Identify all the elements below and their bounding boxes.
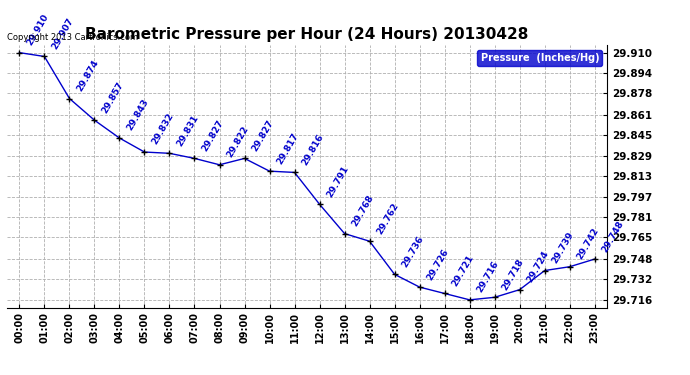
Text: Copyright 2013 Cartronics.com: Copyright 2013 Cartronics.com bbox=[7, 33, 138, 42]
Text: 29.739: 29.739 bbox=[550, 230, 575, 265]
Text: 29.843: 29.843 bbox=[125, 98, 150, 132]
Text: 29.791: 29.791 bbox=[325, 164, 351, 199]
Legend: Pressure  (Inches/Hg): Pressure (Inches/Hg) bbox=[477, 50, 602, 66]
Title: Barometric Pressure per Hour (24 Hours) 20130428: Barometric Pressure per Hour (24 Hours) … bbox=[86, 27, 529, 42]
Text: 29.827: 29.827 bbox=[200, 118, 225, 153]
Text: 29.748: 29.748 bbox=[600, 219, 626, 254]
Text: 29.822: 29.822 bbox=[225, 124, 250, 159]
Text: 29.742: 29.742 bbox=[575, 226, 600, 261]
Text: 29.827: 29.827 bbox=[250, 118, 275, 153]
Text: 29.816: 29.816 bbox=[300, 132, 325, 167]
Text: 29.831: 29.831 bbox=[175, 113, 200, 148]
Text: 29.874: 29.874 bbox=[75, 58, 100, 93]
Text: 29.910: 29.910 bbox=[25, 12, 50, 47]
Text: 29.724: 29.724 bbox=[525, 249, 551, 284]
Text: 29.817: 29.817 bbox=[275, 131, 300, 166]
Text: 29.832: 29.832 bbox=[150, 112, 175, 147]
Text: 29.768: 29.768 bbox=[350, 194, 375, 228]
Text: 29.762: 29.762 bbox=[375, 201, 400, 236]
Text: 29.736: 29.736 bbox=[400, 234, 425, 269]
Text: 29.718: 29.718 bbox=[500, 257, 525, 292]
Text: 29.721: 29.721 bbox=[450, 253, 475, 288]
Text: 29.726: 29.726 bbox=[425, 247, 451, 282]
Text: 29.857: 29.857 bbox=[100, 80, 125, 115]
Text: 29.907: 29.907 bbox=[50, 16, 75, 51]
Text: 29.716: 29.716 bbox=[475, 260, 500, 294]
